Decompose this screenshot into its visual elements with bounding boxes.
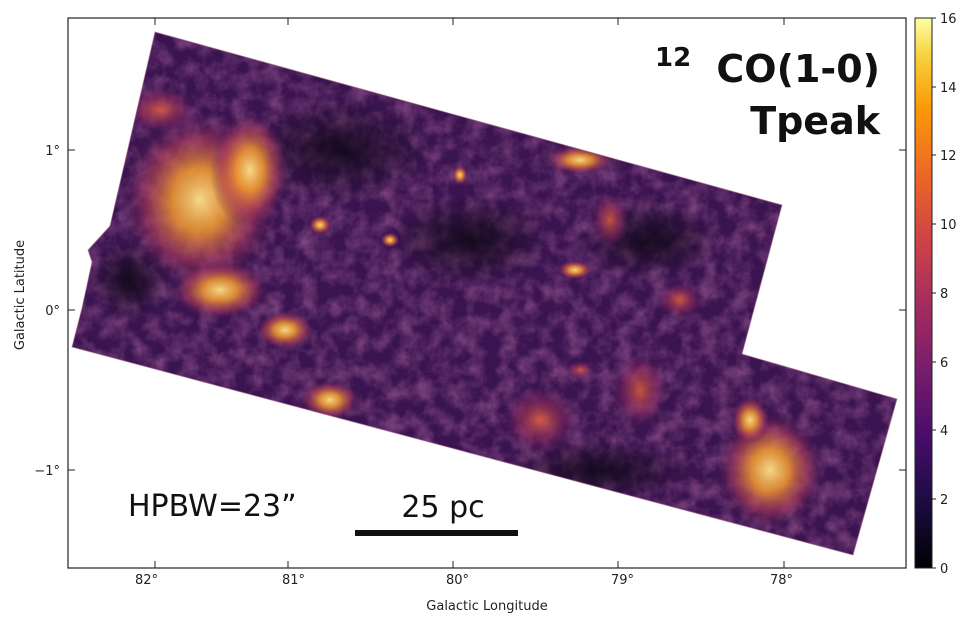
- y-tick-label: −1°: [34, 464, 60, 479]
- colorbar-tick-label: 6: [940, 356, 948, 371]
- emission-region: [380, 232, 400, 248]
- emission-region: [655, 280, 705, 320]
- x-tick-label: 81°: [282, 573, 305, 588]
- title-line-species: CO(1-0): [716, 47, 880, 91]
- colorbar: [914, 17, 933, 569]
- colorbar-ticks: [932, 17, 936, 569]
- dark-region: [390, 195, 550, 285]
- title-isotope-superscript: 12: [655, 43, 691, 73]
- x-axis-title: Galactic Longitude: [426, 599, 547, 614]
- x-tick-label: 80°: [446, 573, 469, 588]
- emission-region: [300, 380, 360, 420]
- survey-boundary: [71, 31, 898, 556]
- emission-region: [255, 310, 315, 350]
- dark-region: [250, 100, 430, 200]
- emission-region: [565, 360, 595, 380]
- scale-bar: [355, 530, 518, 536]
- colorbar-tick-label: 14: [940, 81, 957, 96]
- y-axis-title: Galactic Latitude: [13, 240, 28, 350]
- x-tick-label: 79°: [611, 573, 634, 588]
- emission-region: [500, 385, 580, 455]
- emission-region: [610, 350, 670, 430]
- colorbar-tick-label: 0: [940, 562, 948, 577]
- y-tick-label: 0°: [45, 304, 60, 319]
- x-tick-label: 82°: [135, 573, 158, 588]
- title-line-quantity: Tpeak: [750, 99, 881, 143]
- emission-region: [730, 395, 770, 445]
- emission-region: [170, 260, 270, 320]
- emission-region: [452, 165, 468, 185]
- emission-region: [557, 260, 593, 280]
- colorbar-tick-label: 8: [940, 287, 948, 302]
- y-tick-label: 1°: [45, 144, 60, 159]
- colorbar-tick-label: 16: [940, 12, 957, 27]
- x-axis: [154, 18, 785, 568]
- emission-region: [590, 190, 630, 250]
- colorbar-tick-label: 2: [940, 493, 948, 508]
- colorbar-tick-label: 10: [940, 218, 957, 233]
- x-tick-label: 78°: [770, 573, 793, 588]
- colorbar-tick-label: 12: [940, 149, 957, 164]
- y-axis: [68, 149, 906, 471]
- scale-bar-label: 25 pc: [401, 490, 484, 525]
- colorbar-tick-label: 4: [940, 424, 948, 439]
- emission-region: [308, 215, 332, 235]
- emission-region: [210, 110, 290, 230]
- beam-size-label: HPBW=23”: [128, 489, 297, 524]
